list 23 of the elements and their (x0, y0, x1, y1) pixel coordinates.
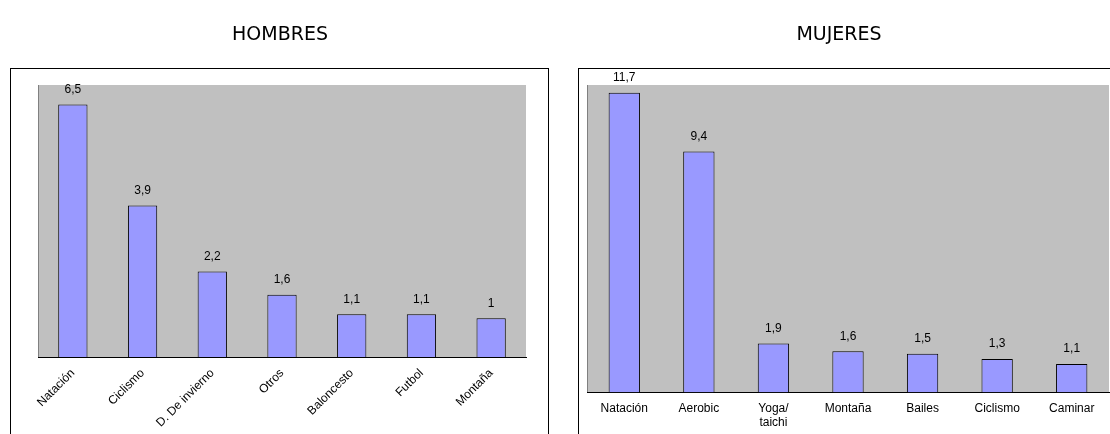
x-tick-label: Yoga/ taichi (758, 400, 790, 430)
data-label: 1,9 (765, 320, 783, 335)
data-label: 11,7 (613, 69, 636, 84)
x-tick-label: Caminar (1049, 400, 1095, 415)
data-label: 6,5 (64, 81, 82, 96)
data-label: 9,4 (690, 128, 708, 143)
data-label: 1,6 (273, 272, 291, 287)
data-label: 2,2 (203, 248, 221, 263)
x-tick-label: Bailes (906, 400, 939, 415)
data-label: 3,9 (134, 182, 152, 197)
x-tick-label: Ciclismo (974, 400, 1021, 415)
x-tick-label: Natación (600, 400, 648, 415)
chart-title: HOMBRES (231, 22, 329, 44)
x-tick-label: Montaña (824, 400, 872, 415)
data-label: 1,5 (914, 331, 932, 346)
data-label: 1,1 (413, 291, 431, 306)
chart-title: MUJERES (795, 22, 883, 44)
data-label: 1,6 (839, 328, 857, 343)
x-tick-label: Aerobic (678, 400, 720, 415)
data-label: 1,1 (343, 291, 361, 306)
data-label: 1,3 (988, 336, 1006, 351)
data-label: 1 (487, 295, 495, 310)
data-label: 1,1 (1063, 341, 1081, 356)
